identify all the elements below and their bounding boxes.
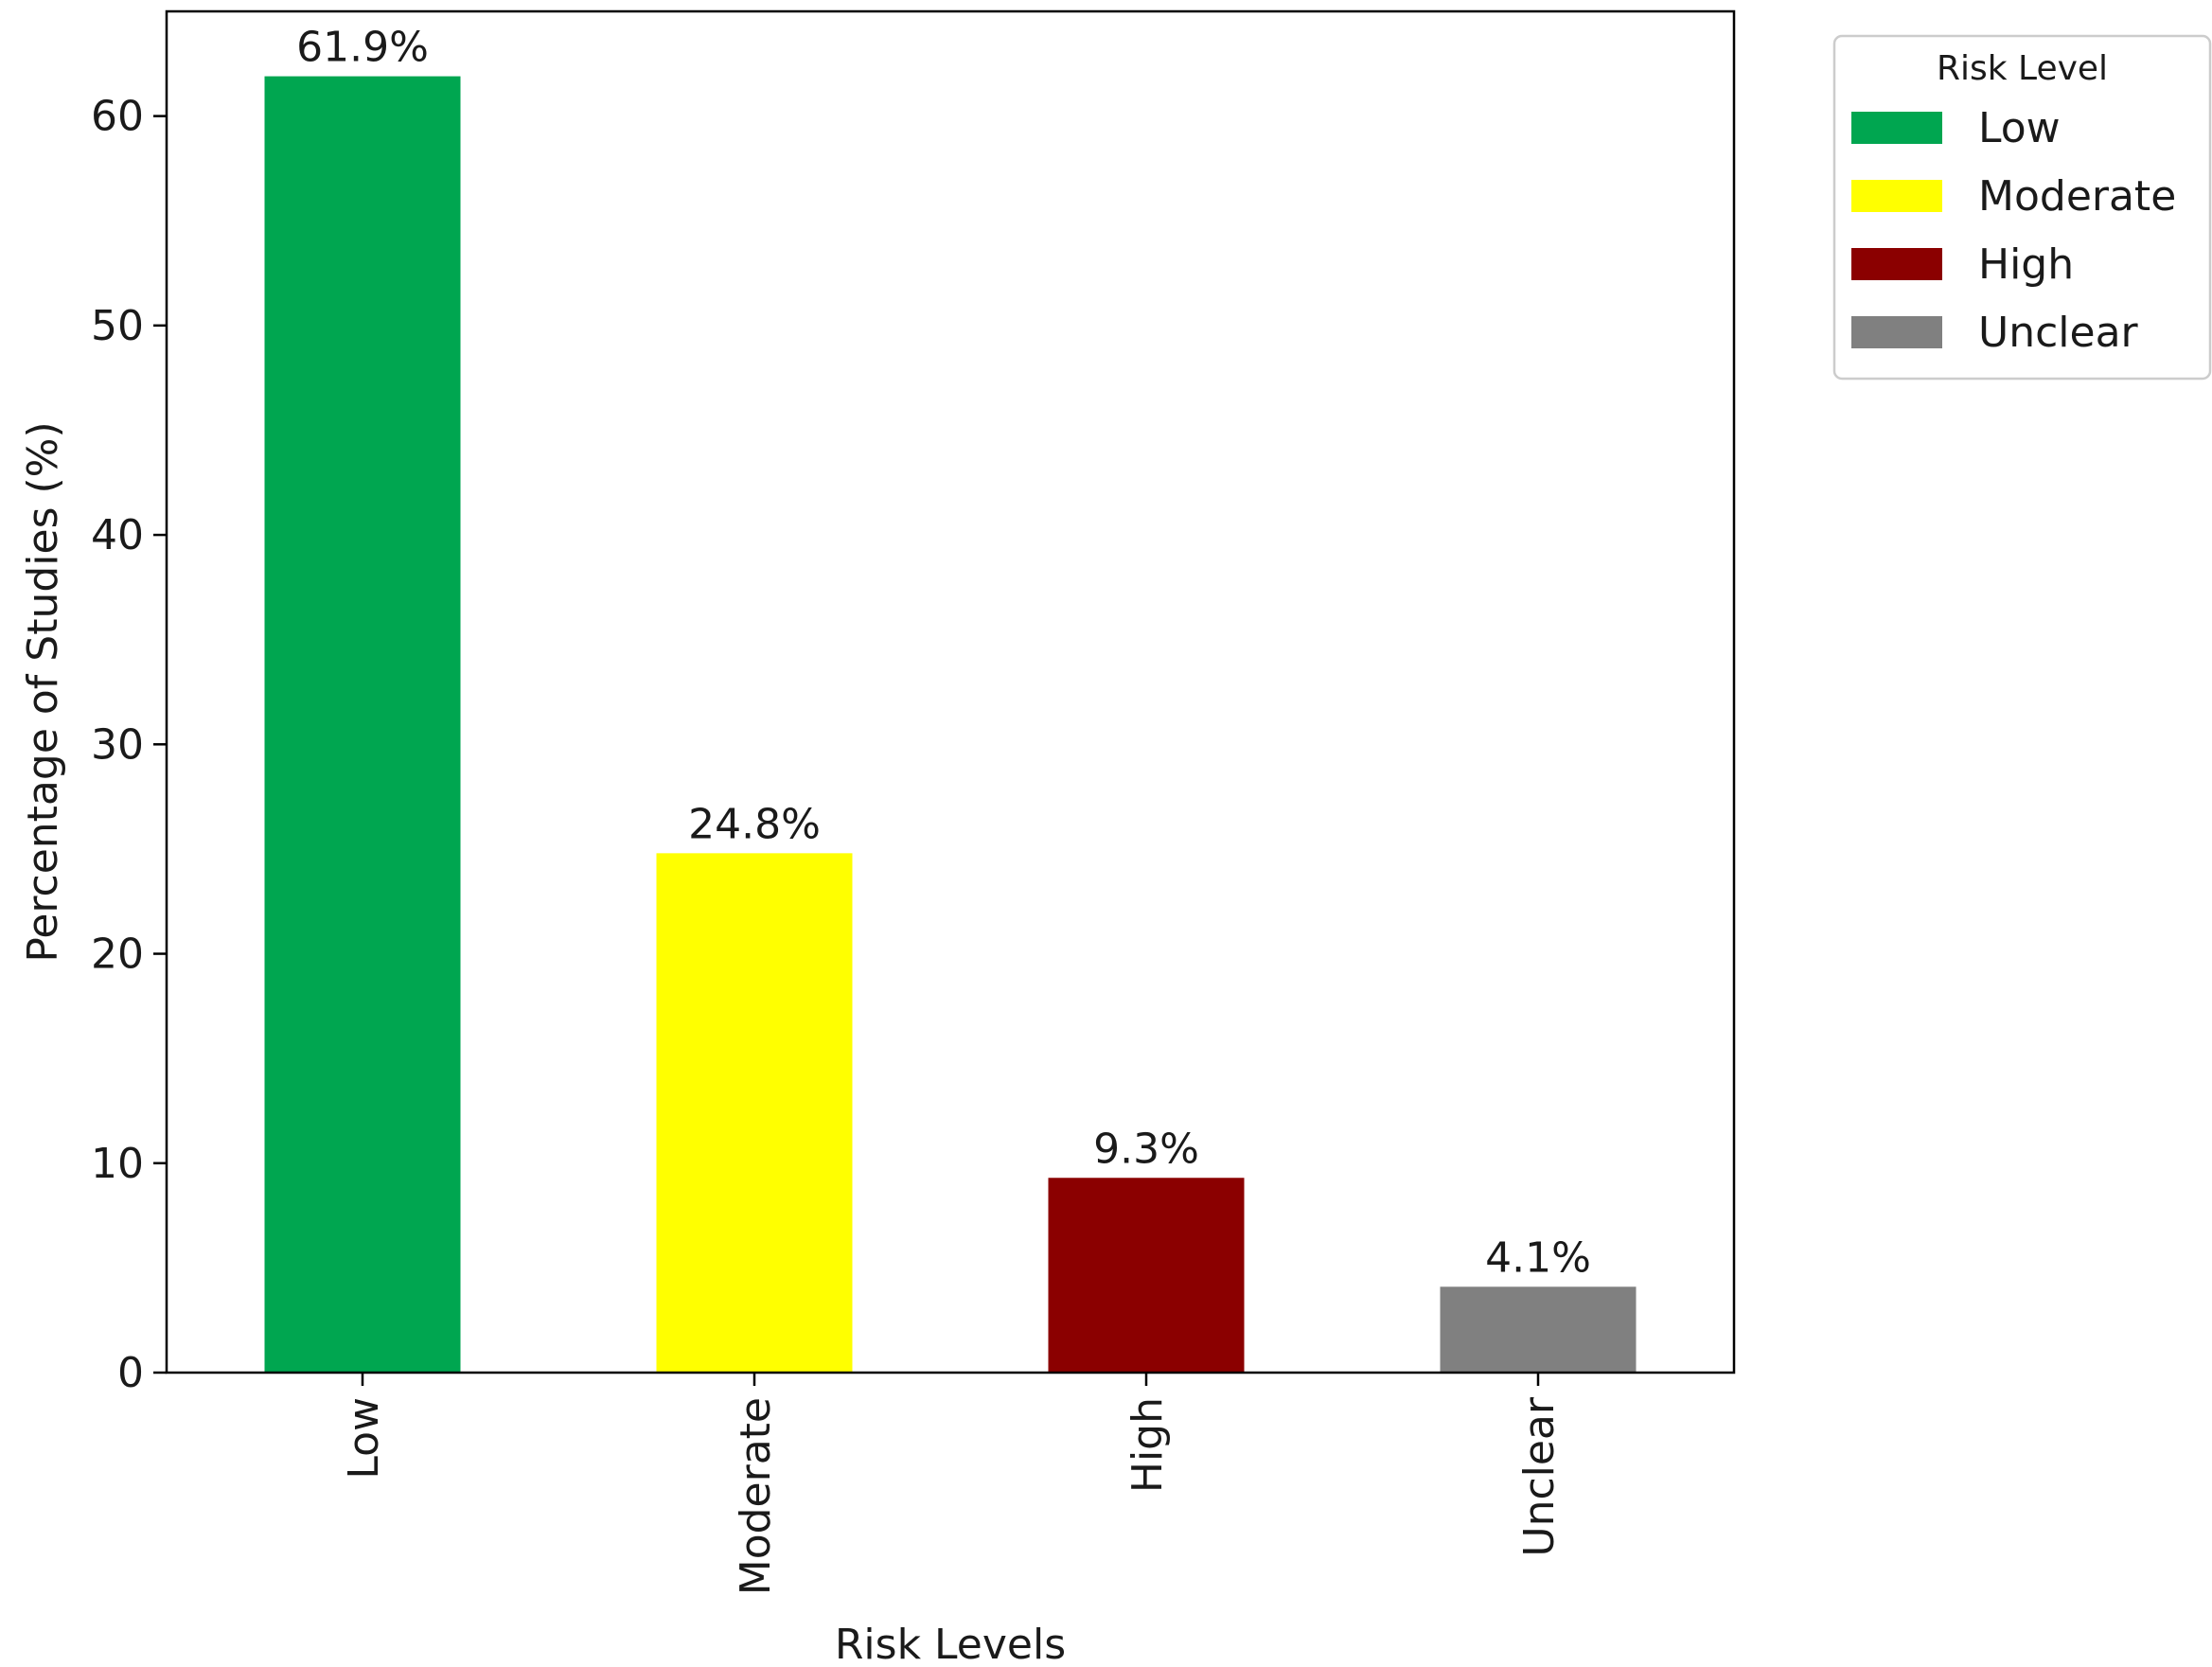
bars-layer [264, 76, 1637, 1373]
legend-title: Risk Level [1937, 49, 2108, 88]
legend-swatch-high [1851, 248, 1942, 280]
x-tick-label-high: High [1124, 1397, 1172, 1493]
legend-swatch-moderate [1851, 180, 1942, 212]
legend-label-low: Low [1978, 104, 2061, 152]
y-tick-label-30: 30 [91, 720, 144, 769]
data-label-moderate: 24.8% [688, 800, 821, 848]
y-tick-label-60: 60 [91, 93, 144, 141]
bar-low [264, 76, 461, 1373]
y-axis-label: Percentage of Studies (%) [19, 421, 67, 962]
data-labels-layer: 61.9% 24.8% 9.3% 4.1% [296, 24, 1591, 1283]
y-tick-label-10: 10 [91, 1140, 144, 1188]
plot-frame [165, 9, 1736, 1374]
legend-label-unclear: Unclear [1978, 309, 2139, 357]
bar-high [1048, 1178, 1245, 1373]
y-tick-label-40: 40 [91, 511, 144, 559]
legend-entries: Low Moderate High Unclear [1851, 104, 2176, 357]
legend-label-high: High [1978, 240, 2074, 289]
x-tick-label-moderate: Moderate [732, 1397, 780, 1595]
data-label-unclear: 4.1% [1485, 1233, 1591, 1282]
y-axis: 0 10 20 30 40 50 60 [91, 93, 167, 1397]
data-label-high: 9.3% [1093, 1125, 1199, 1173]
x-tick-label-low: Low [340, 1397, 388, 1480]
x-axis-label: Risk Levels [835, 1621, 1066, 1667]
x-axis: Low Moderate High Unclear [340, 1373, 1564, 1595]
legend-label-moderate: Moderate [1978, 172, 2176, 221]
bar-moderate [656, 853, 853, 1373]
x-tick-label-unclear: Unclear [1515, 1396, 1564, 1557]
legend-swatch-unclear [1851, 316, 1942, 348]
y-tick-label-50: 50 [91, 302, 144, 350]
legend: Risk Level Low Moderate High Unclear [1832, 34, 2212, 381]
data-label-low: 61.9% [296, 24, 429, 72]
legend-swatch-low [1851, 112, 1942, 144]
bar-unclear [1440, 1286, 1637, 1373]
y-tick-label-0: 0 [117, 1349, 144, 1397]
y-tick-label-20: 20 [91, 931, 144, 979]
